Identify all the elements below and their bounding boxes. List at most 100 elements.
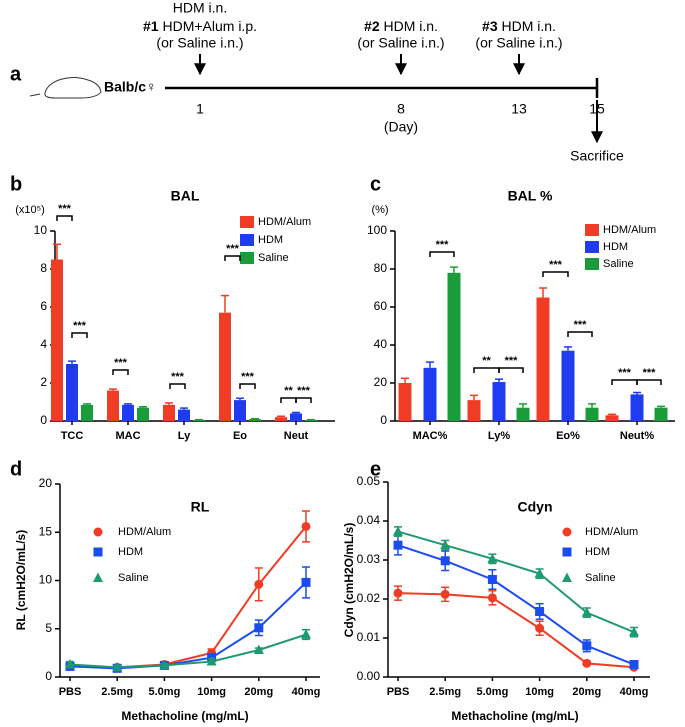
y-tick-label: 6 — [40, 299, 47, 313]
event-label: #1 HDM+Alum i.p. — [143, 18, 257, 34]
day-unit: (Day) — [384, 119, 418, 135]
bar — [51, 259, 63, 421]
x-tick-label: 2.5mg — [101, 686, 133, 698]
x-tick-label: Ly% — [488, 430, 510, 442]
significance: *** — [436, 239, 450, 251]
chart-title: RL — [191, 499, 210, 515]
marker — [393, 526, 403, 536]
bar — [249, 419, 261, 421]
panel-letter: d — [10, 458, 22, 480]
bar — [516, 407, 530, 421]
strain: Balb/c♀ — [104, 79, 157, 95]
y-tick-label: 0 — [45, 669, 52, 683]
x-tick-label: 40mg — [292, 686, 321, 698]
significance-bracket — [239, 383, 256, 389]
legend-swatch — [240, 252, 254, 264]
day: 15 — [589, 101, 605, 117]
x-axis-label: Methacholine (mg/mL) — [451, 709, 578, 723]
significance: *** — [73, 320, 87, 332]
x-tick-label: 20mg — [244, 686, 273, 698]
event-label: #2 HDM i.n. — [364, 18, 438, 34]
line — [69, 581, 307, 670]
y-tick-label: 0.04 — [357, 513, 381, 527]
significance-bracket — [224, 255, 241, 261]
marker — [440, 556, 450, 566]
bar — [290, 413, 302, 421]
significance: *** — [58, 203, 72, 215]
marker — [487, 593, 497, 603]
marker — [301, 521, 311, 531]
marker — [159, 659, 170, 670]
marker — [254, 623, 264, 633]
significance-bracket — [295, 397, 312, 403]
marker — [582, 641, 592, 651]
y-tick-label: 2 — [40, 375, 47, 389]
marker — [487, 553, 498, 563]
y-tick-label: 40 — [374, 337, 388, 351]
legend-label: Saline — [603, 258, 634, 270]
marker — [629, 660, 639, 670]
chart-title: Cdyn — [518, 499, 553, 515]
y-tick-label: 5 — [45, 621, 52, 635]
y-tick-label: 0.01 — [357, 630, 381, 644]
x-tick-label: MAC% — [413, 430, 448, 442]
significance: *** — [643, 367, 657, 379]
bar — [585, 407, 599, 421]
x-tick-label: Eo — [233, 430, 247, 442]
marker — [254, 579, 264, 589]
event-number: #2 — [364, 18, 380, 34]
legend-marker — [562, 547, 572, 557]
x-tick-label: PBS — [387, 686, 410, 698]
marker — [535, 606, 545, 616]
legend-swatch — [585, 258, 599, 270]
significance-bracket — [429, 251, 455, 257]
marker — [487, 575, 497, 584]
bar — [467, 400, 481, 421]
bar — [305, 420, 317, 421]
x-tick-label: 20mg — [572, 686, 601, 698]
legend-label: Saline — [585, 572, 616, 584]
significance-bracket — [473, 367, 500, 373]
y-unit: (%) — [371, 204, 388, 216]
significance-bracket — [542, 271, 569, 277]
legend-swatch — [585, 241, 599, 253]
x-tick-label: Eo% — [556, 430, 580, 442]
x-tick-label: MAC — [115, 430, 140, 442]
significance-bracket — [280, 397, 297, 403]
bar — [492, 382, 506, 421]
x-tick-label: Neut — [284, 430, 309, 442]
y-tick-label: 0 — [40, 413, 47, 427]
y-tick-label: 15 — [39, 524, 53, 538]
marker — [440, 589, 450, 599]
significance: *** — [226, 243, 240, 255]
legend-label: HDM — [585, 546, 610, 558]
bar — [122, 404, 134, 421]
day: 13 — [511, 101, 527, 117]
significance-bracket — [611, 379, 638, 385]
x-tick-label: 5.0mg — [477, 686, 509, 698]
marker — [581, 607, 592, 617]
chart-title: BAL % — [508, 188, 553, 204]
x-tick-label: 2.5mg — [429, 686, 461, 698]
bar — [193, 420, 205, 421]
bar — [178, 409, 190, 421]
legend-marker — [93, 547, 103, 557]
marker — [112, 661, 123, 672]
y-tick-label: 10 — [34, 223, 48, 237]
x-tick-label: 5.0mg — [149, 686, 181, 698]
y-tick-label: 60 — [374, 299, 388, 313]
event-text: HDM+Alum i.p. — [162, 18, 257, 34]
significance: *** — [505, 355, 519, 367]
marker — [582, 658, 592, 668]
marker — [534, 568, 545, 578]
marker — [629, 626, 639, 637]
x-tick-label: Neut% — [620, 430, 654, 442]
y-tick-label: 0.03 — [357, 552, 381, 566]
significance: *** — [114, 357, 128, 369]
y-unit: (x10⁵) — [15, 204, 45, 216]
legend-label: HDM — [258, 234, 283, 246]
line — [69, 633, 307, 669]
x-tick-label: 10mg — [197, 686, 226, 698]
significance: *** — [618, 367, 632, 379]
